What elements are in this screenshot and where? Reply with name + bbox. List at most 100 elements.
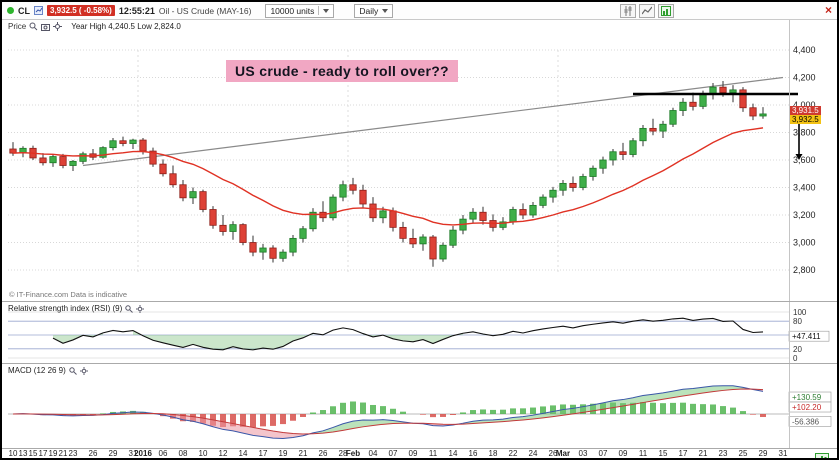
last-price-tag: 3,932.5 [790,115,821,124]
zoom-icon[interactable] [29,22,38,31]
x-axis-tick: 19 [48,449,58,458]
x-axis-tick: 10 [198,449,208,458]
x-axis-tick: 28 [338,449,348,458]
svg-text:+47.411: +47.411 [792,332,821,341]
zoom-icon[interactable] [125,304,134,313]
rsi-value-label: +47.411 [788,330,830,342]
x-axis-tick: 17 [258,449,268,458]
rsi-header: Relative strength index (RSI) (9) [8,304,145,313]
panel-divider [2,301,837,302]
x-axis-tick: 07 [598,449,608,458]
svg-text:2,800: 2,800 [793,265,816,275]
svg-text:+130.59: +130.59 [792,393,822,402]
x-axis-tick: 21 [698,449,708,458]
units-dropdown[interactable]: 10000 units [265,3,335,18]
moving-average-line[interactable] [12,127,764,226]
settings-icon[interactable] [53,22,63,31]
x-axis-tick: 26 [318,449,328,458]
panel-divider [2,363,837,364]
x-axis-tick: 21 [298,449,308,458]
x-axis-tick: 23 [718,449,728,458]
zoom-icon[interactable] [69,366,77,375]
x-axis-tick: 26 [88,449,98,458]
x-axis-tick: 11 [428,449,438,458]
x-axis-tick: 14 [448,449,458,458]
settings-icon[interactable] [79,366,88,375]
rsi-canvas[interactable]: 1008050200+47.411 [2,302,839,364]
candlestick-type-icon[interactable] [620,4,636,18]
x-axis-tick: 18 [488,449,498,458]
x-axis-tick: 03 [578,449,588,458]
settings-icon[interactable] [136,304,145,313]
units-dropdown-value: 10000 units [270,5,315,16]
x-axis-tick: 12 [218,449,228,458]
close-icon[interactable]: × [824,3,832,17]
macd-signal-line [12,388,764,435]
svg-text:3,000: 3,000 [793,238,816,248]
chart-annotation[interactable]: US crude - ready to roll over?? [226,60,458,82]
x-axis-tick: 31 [128,449,138,458]
new-chart-icon[interactable] [658,4,674,18]
ascending-trendline[interactable] [82,76,784,167]
rsi-line [52,317,764,351]
dropdown-divider [318,6,320,15]
x-axis-tick: 19 [278,449,288,458]
svg-text:20: 20 [793,345,802,354]
timeframe-dropdown[interactable]: Daily [354,3,394,18]
x-axis-tick: 13 [18,449,28,458]
x-axis-tick: 29 [108,449,118,458]
chart-link-icon[interactable] [34,6,43,15]
x-axis-tick: 24 [528,449,538,458]
instrument-label: Oil - US Crude (MAY-16) [158,5,252,16]
timeframe-dropdown-value: Daily [359,5,379,16]
snapshot-icon[interactable] [41,23,51,31]
macd-canvas[interactable]: +130.59+102.20 -56.386 [2,364,839,448]
price-change-badge: 3,932.5 ( -0.58%) [47,5,115,16]
down-arrow[interactable] [795,118,803,160]
main-chart-canvas[interactable]: 4,400 4,200 4,000 3,800 3,600 3,400 3,200 3,000… [2,20,839,302]
calendar-icon[interactable] [815,450,829,458]
x-axis[interactable]: 10 13 15 17 19 21 23 26 29 31 2016 06 08 10 12 14 17 19 21… [2,449,837,458]
x-axis-tick: 15 [658,449,668,458]
indicator-icon[interactable] [639,4,655,18]
svg-text:4,000: 4,000 [793,100,816,110]
chevron-down-icon [323,8,330,13]
x-axis-tick: 2016 [134,449,152,458]
x-axis-tick: 09 [618,449,628,458]
svg-text:-56.386: -56.386 [792,417,820,426]
x-axis-tick: 06 [158,449,168,458]
x-axis-tick: 17 [678,449,688,458]
macd-line [12,385,764,439]
price-axis-label: Price [8,22,27,31]
svg-text:0: 0 [793,354,798,363]
x-axis-tick: 29 [758,449,768,458]
price-axis-divider [789,20,790,448]
x-axis-tick: 14 [238,449,248,458]
svg-text:100: 100 [793,308,807,317]
x-axis-tick: 09 [408,449,418,458]
time-label: 12:55:21 [118,5,155,16]
macd-label: MACD (12 26 9) [8,366,66,375]
copyright-label: © IT-Finance.com Data is indicative [9,290,128,299]
svg-text:4,400: 4,400 [793,45,816,55]
rsi-shading [53,330,503,350]
chevron-down-icon [382,8,389,13]
x-axis-tick: 21 [58,449,68,458]
macd-value-label: +130.59 [788,391,832,403]
x-axis-tick: 08 [178,449,188,458]
toolbar: CL 3,932.5 ( -0.58%) 12:55:21 Oil - US C… [2,2,837,20]
bid-price-tag: 3,931.5 [790,106,821,115]
svg-text:80: 80 [793,317,802,326]
candles-layer[interactable] [9,80,767,267]
x-axis-tick: 23 [68,449,78,458]
panel-divider [2,448,837,449]
x-axis-tick: 10 [8,449,18,458]
x-axis-tick: 11 [638,449,648,458]
year-range-label: Year High 4,240.5 Low 2,824.0 [71,22,181,31]
chart-header: Price Year High 4,240.5 Low 2,824.0 [8,22,181,31]
svg-text:3,600: 3,600 [793,155,816,165]
svg-text:+102.20: +102.20 [792,403,822,412]
x-axis-tick: 31 [778,449,788,458]
symbol-label: CL [18,5,30,16]
svg-text:4,200: 4,200 [793,73,816,83]
